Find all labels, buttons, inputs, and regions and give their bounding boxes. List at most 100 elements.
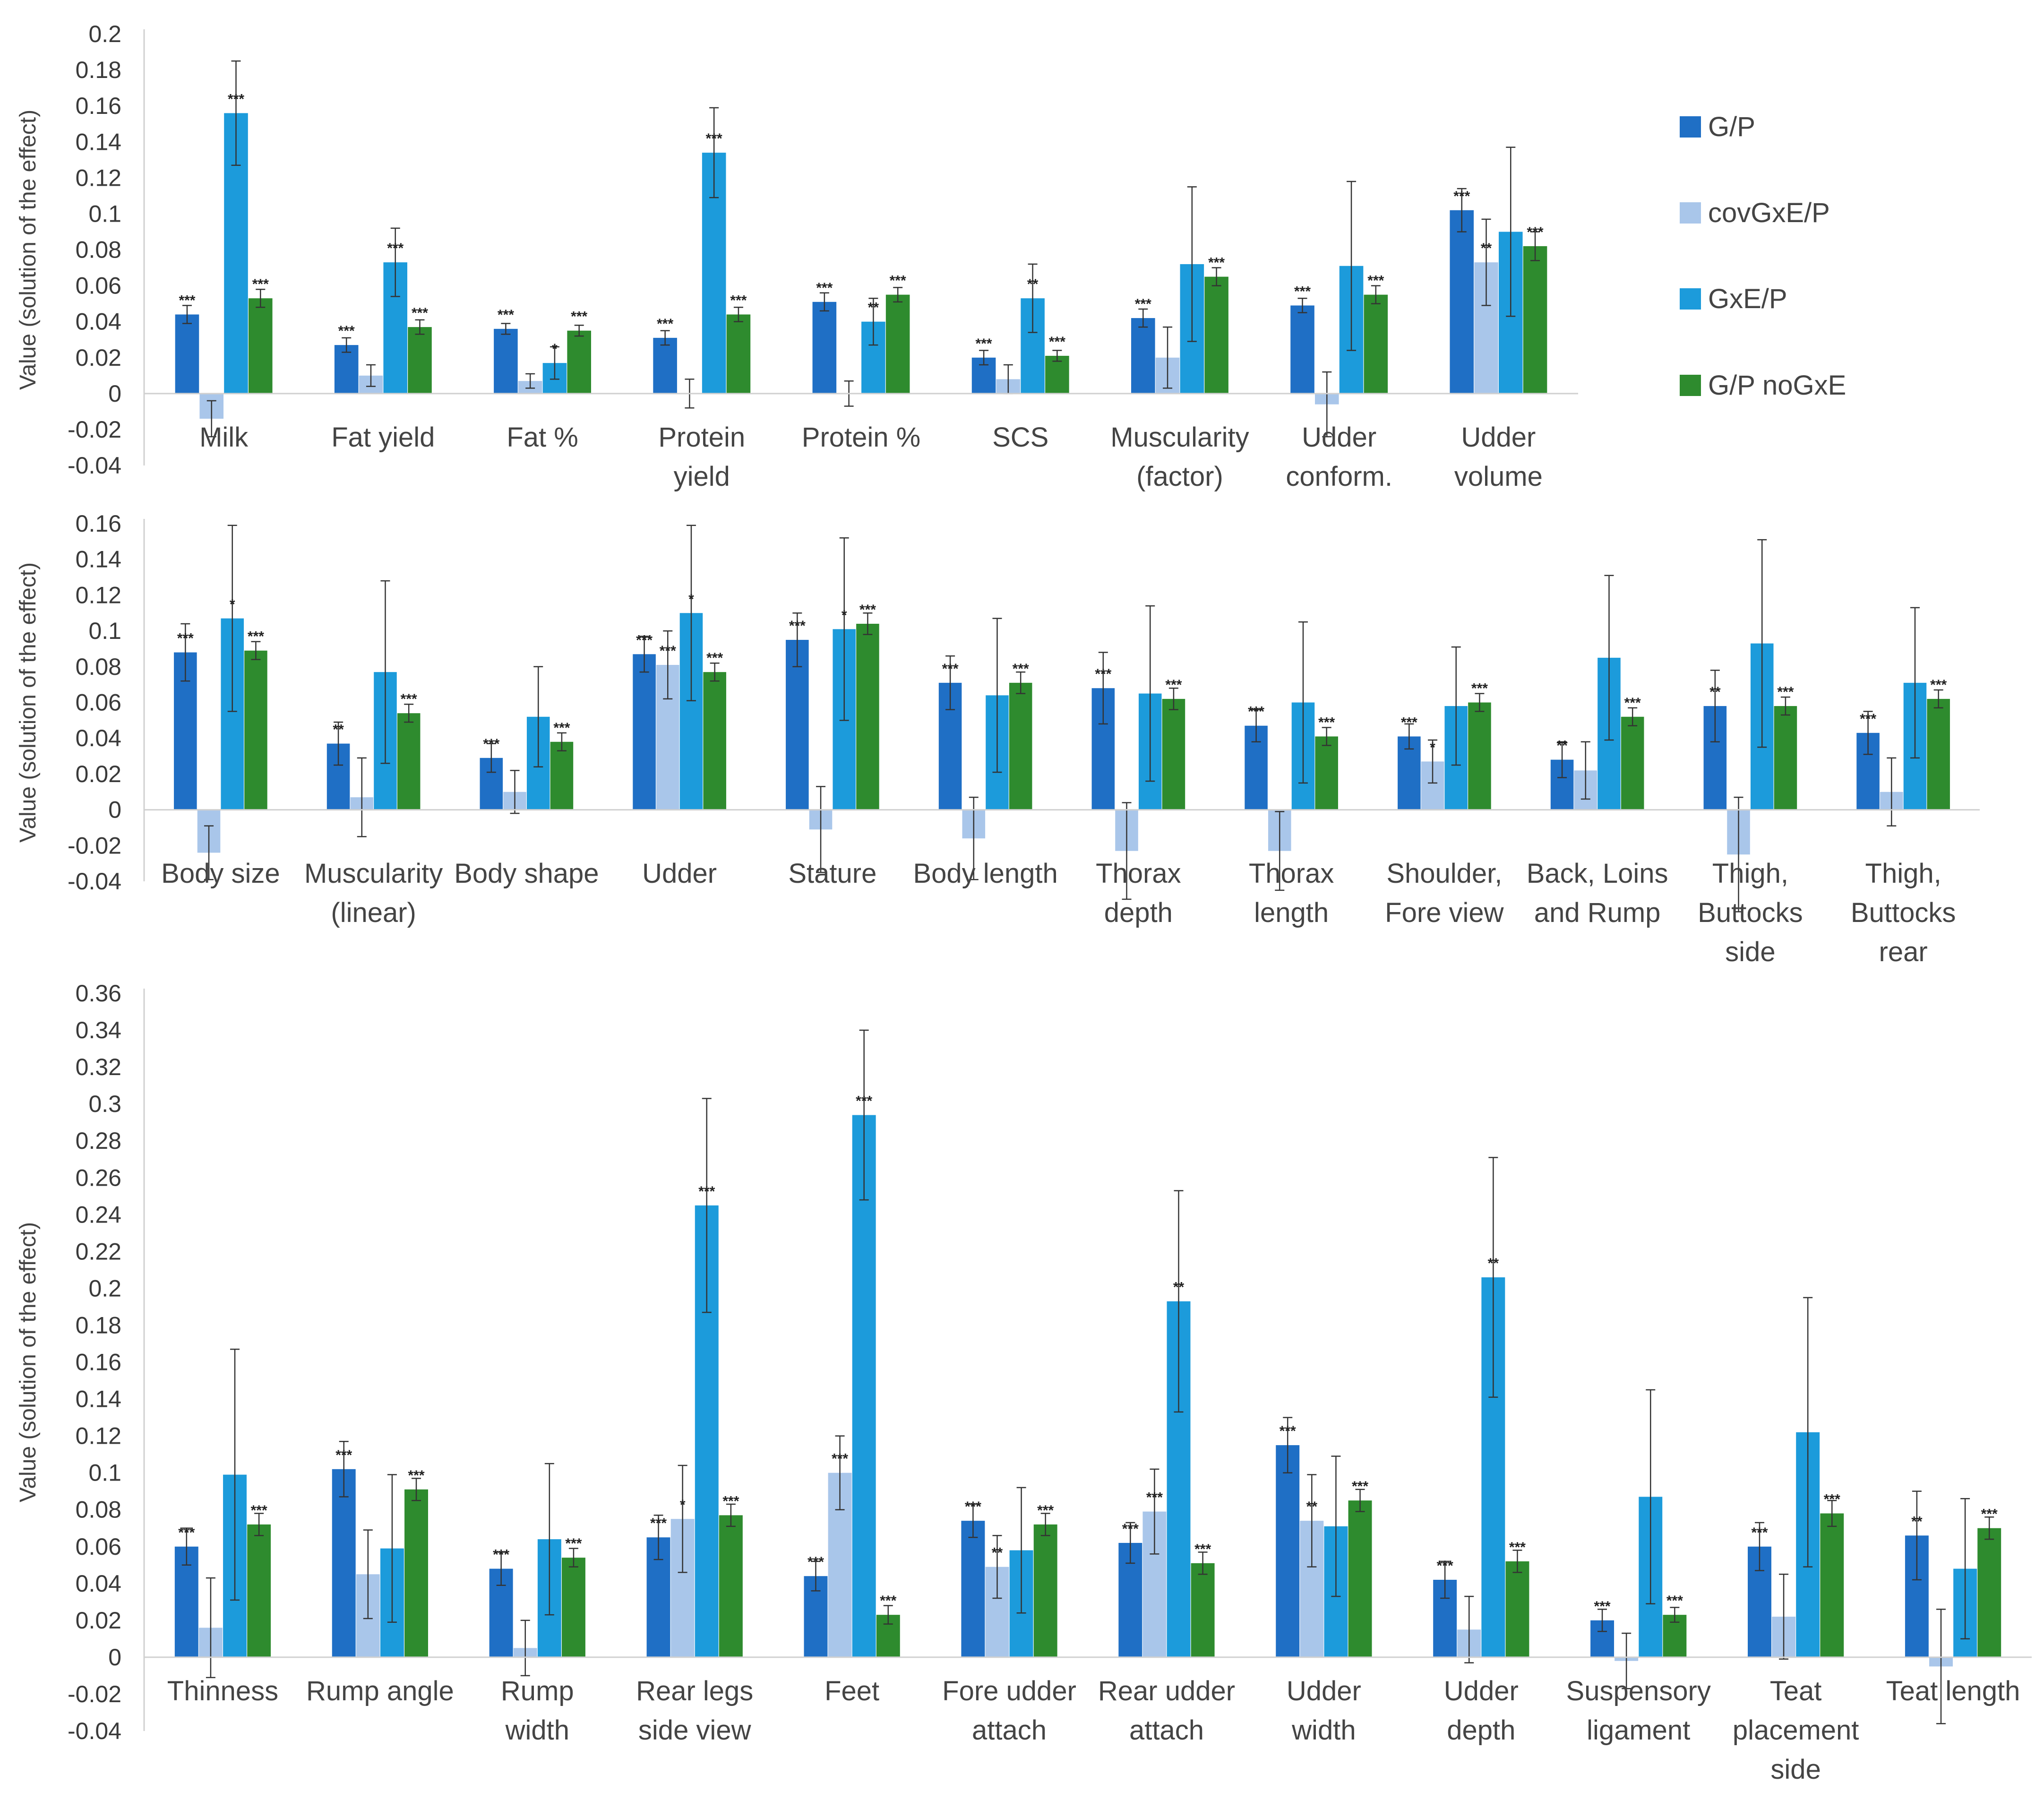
y-tick-label: 0.1 [88, 1460, 121, 1486]
category-label: Body shape [454, 858, 599, 889]
significance-label: *** [248, 629, 264, 645]
y-tick-label: 0.12 [76, 164, 121, 191]
y-tick-label: 0.2 [88, 21, 121, 47]
bar [1774, 706, 1797, 810]
category-label-line: Body size [161, 858, 280, 889]
legend-swatch [1680, 116, 1701, 138]
significance-label: *** [1318, 715, 1335, 730]
y-tick-label: 0.08 [76, 237, 121, 263]
bar [1523, 246, 1547, 394]
category-label: Thorax length [1249, 858, 1334, 928]
category-label: Stature [788, 858, 876, 889]
bar [1621, 716, 1644, 810]
significance-label: *** [1280, 1423, 1296, 1439]
bar [852, 1115, 876, 1657]
bar [726, 314, 751, 394]
bar [1191, 1563, 1215, 1657]
category-label: Udder conform. [1286, 422, 1392, 492]
significance-label: *** [1135, 296, 1151, 312]
bar [244, 650, 267, 810]
significance-label: *** [636, 632, 653, 648]
category-label: Rear legs side view [636, 1676, 753, 1746]
significance-label: ** [1481, 241, 1492, 256]
category-label-line: width [505, 1715, 569, 1746]
significance-label: *** [412, 305, 428, 321]
significance-label: * [842, 607, 847, 623]
significance-label: *** [252, 276, 269, 292]
significance-label: *** [1208, 255, 1225, 271]
significance-label: *** [1930, 677, 1947, 693]
y-tick-label: 0.02 [76, 1607, 121, 1634]
y-axis-label: Value (solution of the effect) [16, 1222, 41, 1502]
category-label-line: rear [1879, 937, 1928, 967]
category-label-line: attach [1129, 1715, 1204, 1746]
y-tick-label: 0.08 [76, 654, 121, 680]
significance-label: *** [1860, 711, 1876, 727]
significance-label: *** [1777, 684, 1794, 700]
y-axis-label: Value (solution of the effect) [16, 562, 41, 843]
y-tick-label: 0.18 [76, 57, 121, 83]
y-tick-label: 0.28 [76, 1128, 121, 1154]
significance-label: *** [942, 661, 959, 677]
y-tick-label: 0.04 [76, 1570, 121, 1597]
legend-label: covGxE/P [1708, 198, 1830, 228]
significance-label: ** [1911, 1514, 1923, 1529]
category-label: Thigh, Buttocks side [1698, 858, 1803, 967]
significance-label: *** [498, 307, 514, 323]
significance-label: *** [177, 631, 194, 646]
category-label: SCS [992, 422, 1048, 453]
category-label: Rump width [501, 1676, 574, 1746]
category-label-line: Buttocks [1851, 897, 1956, 928]
bar [1045, 355, 1069, 394]
significance-label: *** [807, 1554, 824, 1570]
significance-label: *** [1037, 1503, 1054, 1518]
significance-label: ** [1709, 684, 1721, 700]
y-tick-label: -0.02 [68, 416, 121, 443]
category-label-line: Body length [913, 858, 1057, 889]
y-tick-label: 0.04 [76, 725, 121, 751]
significance-label: * [552, 341, 558, 357]
category-label-line: Body shape [454, 858, 599, 889]
y-tick-label: 0.02 [76, 344, 121, 371]
y-axis-label: Value (solution of the effect) [16, 110, 41, 390]
category-label-line: side [1770, 1754, 1821, 1785]
significance-label: *** [789, 618, 806, 634]
category-label-line: Feet [824, 1676, 879, 1706]
category-label-line: (factor) [1136, 461, 1223, 492]
category-label-line: depth [1104, 897, 1173, 928]
bar [961, 1521, 985, 1657]
category-label-line: Stature [788, 858, 876, 889]
y-tick-label: 0.32 [76, 1054, 121, 1080]
significance-label: *** [251, 1503, 267, 1518]
significance-label: *** [730, 293, 747, 308]
bar [856, 623, 879, 810]
significance-label: *** [698, 1184, 715, 1199]
bar [332, 1469, 356, 1657]
category-label-line: (linear) [331, 897, 416, 928]
chart-panel-1: -0.04 -0.02 0 0.02 0.04 0.06 0.08 0.1 0.12 0.14 0.… [16, 21, 1578, 492]
significance-label: *** [1146, 1490, 1163, 1506]
category-label-line: width [1291, 1715, 1356, 1746]
bar [561, 1558, 585, 1657]
category-label: Feet [824, 1676, 879, 1706]
y-tick-label: 0.14 [76, 546, 121, 573]
bar [334, 345, 359, 394]
category-label-line: Rump angle [306, 1676, 454, 1706]
category-label: Teat length [1886, 1676, 2020, 1706]
category-label-line: Thinness [167, 1676, 278, 1706]
bar [812, 301, 837, 394]
significance-label: *** [1509, 1540, 1526, 1555]
bar [1009, 682, 1032, 810]
significance-label: ** [1488, 1256, 1499, 1271]
bar [1450, 210, 1474, 394]
category-label-line: Teat length [1886, 1676, 2020, 1706]
category-label: Udder width [1287, 1676, 1361, 1746]
bar [1348, 1500, 1372, 1657]
bar [1131, 318, 1155, 394]
significance-label: *** [401, 691, 417, 707]
category-label: Udder depth [1444, 1676, 1519, 1746]
y-tick-label: 0.14 [76, 129, 121, 155]
significance-label: *** [1294, 284, 1311, 299]
significance-label: *** [179, 293, 195, 308]
